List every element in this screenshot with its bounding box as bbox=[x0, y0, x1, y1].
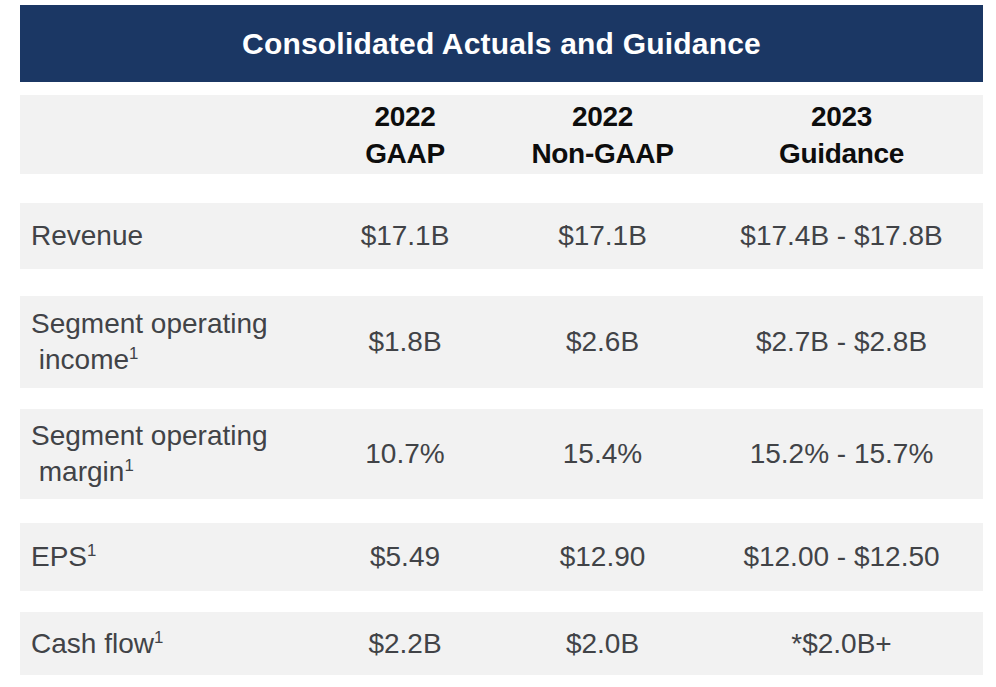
table-title: Consolidated Actuals and Guidance bbox=[242, 27, 761, 61]
row-label: EPS1 bbox=[20, 539, 305, 575]
column-header-row: 2022 GAAP 2022 Non-GAAP 2023 Guidance bbox=[20, 95, 983, 174]
cell-value: $17.1B bbox=[305, 220, 505, 252]
table-row-segment-operating-income: Segment operating income1 $1.8B $2.6B $2… bbox=[20, 296, 983, 388]
footnote-superscript: 1 bbox=[129, 344, 138, 363]
cell-value: $12.90 bbox=[505, 541, 700, 573]
column-header-line: 2022 bbox=[505, 98, 700, 135]
row-label: Revenue bbox=[20, 218, 305, 254]
column-header-2022-non-gaap: 2022 Non-GAAP bbox=[505, 98, 700, 172]
column-header-line: Guidance bbox=[700, 135, 983, 172]
footnote-superscript: 1 bbox=[124, 456, 133, 475]
row-label-text: Cash flow bbox=[31, 628, 154, 659]
slide: Consolidated Actuals and Guidance 2022 G… bbox=[0, 0, 996, 687]
column-header-line: 2023 bbox=[700, 98, 983, 135]
table-row-eps: EPS1 $5.49 $12.90 $12.00 - $12.50 bbox=[20, 523, 983, 591]
footnote-superscript: 1 bbox=[87, 541, 96, 560]
cell-value: $17.4B - $17.8B bbox=[700, 220, 983, 252]
consolidated-actuals-table: Consolidated Actuals and Guidance 2022 G… bbox=[20, 5, 983, 675]
cell-value: $2.6B bbox=[505, 326, 700, 358]
row-label-text: Segment operating income bbox=[31, 308, 268, 375]
column-header-2022-gaap: 2022 GAAP bbox=[305, 98, 505, 172]
cell-value: $17.1B bbox=[505, 220, 700, 252]
row-label-text: Segment operating margin bbox=[31, 420, 268, 487]
column-header-2023-guidance: 2023 Guidance bbox=[700, 98, 983, 172]
column-header-line: Non-GAAP bbox=[505, 135, 700, 172]
row-label: Segment operating margin1 bbox=[20, 418, 305, 490]
row-label: Segment operating income1 bbox=[20, 306, 305, 378]
table-title-bar: Consolidated Actuals and Guidance bbox=[20, 5, 983, 82]
table-row-revenue: Revenue $17.1B $17.1B $17.4B - $17.8B bbox=[20, 203, 983, 269]
row-label-text: Revenue bbox=[31, 220, 143, 251]
cell-value: 10.7% bbox=[305, 438, 505, 470]
table-row-segment-operating-margin: Segment operating margin1 10.7% 15.4% 15… bbox=[20, 409, 983, 499]
table-row-cash-flow: Cash flow1 $2.2B $2.0B *$2.0B+ bbox=[20, 612, 983, 675]
cell-value: $12.00 - $12.50 bbox=[700, 541, 983, 573]
column-header-line: GAAP bbox=[305, 135, 505, 172]
cell-value: $2.0B bbox=[505, 628, 700, 660]
row-label-text: EPS bbox=[31, 541, 87, 572]
row-label: Cash flow1 bbox=[20, 626, 305, 662]
column-header-line: 2022 bbox=[305, 98, 505, 135]
cell-value: 15.4% bbox=[505, 438, 700, 470]
cell-value: $2.2B bbox=[305, 628, 505, 660]
cell-value: $2.7B - $2.8B bbox=[700, 326, 983, 358]
footnote-superscript: 1 bbox=[154, 627, 163, 646]
cell-value: $5.49 bbox=[305, 541, 505, 573]
cell-value: $1.8B bbox=[305, 326, 505, 358]
cell-value: *$2.0B+ bbox=[700, 628, 983, 660]
cell-value: 15.2% - 15.7% bbox=[700, 438, 983, 470]
